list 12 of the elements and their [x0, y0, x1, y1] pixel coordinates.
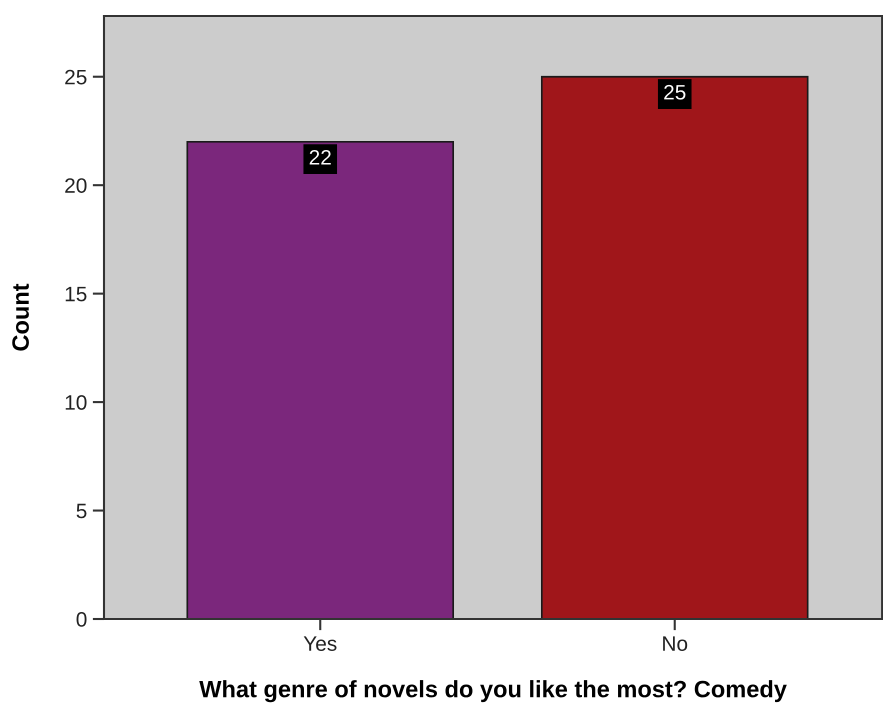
y-tick-label: 10 [66, 395, 87, 410]
data-label: 25 [664, 84, 686, 100]
y-axis-title: Count [12, 284, 29, 351]
x-tick-label: Yes [304, 636, 336, 651]
y-tick-label: 0 [76, 612, 87, 627]
x-axis-title: What genre of novels do you like the most? Comedy [199, 680, 787, 702]
y-tick-label: 25 [65, 70, 86, 84]
y-tick-label: 15 [66, 286, 86, 302]
y-tick-label: 20 [65, 178, 87, 193]
x-tick-label: No [663, 636, 688, 651]
y-tick-label: 5 [76, 504, 86, 518]
data-label: 22 [310, 150, 331, 164]
